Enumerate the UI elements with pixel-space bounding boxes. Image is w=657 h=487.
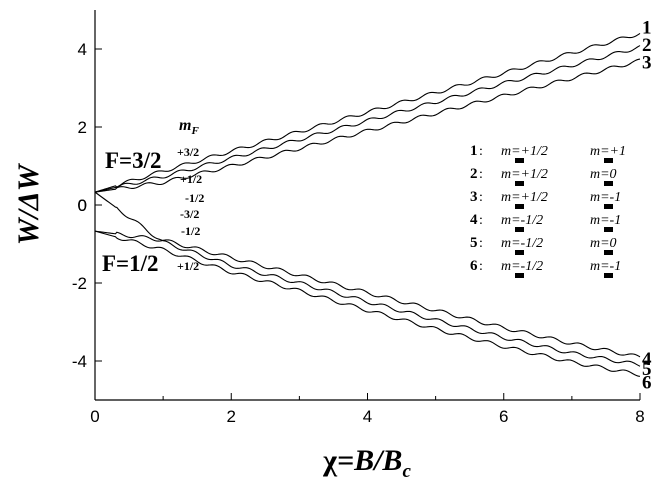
y-tick-label: 0 [78,196,87,215]
x-tick-label: 2 [227,407,236,426]
legend-colon: : [479,190,483,205]
curve-label-2: 2 [642,35,652,56]
legend-m-col2: m=0 [590,236,617,251]
legend-subscript-mark [604,204,613,209]
legend: 1: m=+1/2 m=+1 2: m=+1/2 m=0 3: m=+1/2 m=-1 4: m=-… [470,143,626,278]
mf-value-label: -1/2 [185,191,204,205]
legend-m-col1: m=+1/2 [501,144,548,159]
legend-m-col2: m=0 [590,167,617,182]
level-label-upper: F=3/2 [105,148,162,173]
curve-label-3: 3 [642,53,652,74]
legend-subscript-mark [515,227,524,232]
legend-subscript-mark [604,158,613,163]
legend-colon: : [479,144,483,159]
legend-colon: : [479,236,483,251]
legend-subscript-mark [604,181,613,186]
mf-value-label: -1/2 [181,224,200,238]
legend-subscript-mark [604,250,613,255]
curve-label-6: 6 [642,373,652,394]
mf-value-label: -3/2 [180,207,199,221]
series-line-1 [94,32,641,193]
curve-number-labels: 123 456 [642,17,652,393]
legend-subscript-mark [604,227,613,232]
y-tick-label: 0 [78,196,87,215]
legend-subscript-mark [515,204,524,209]
mf-value-label: +1/2 [177,259,199,273]
legend-m-col1: m=-1/2 [501,236,543,251]
legend-number-2: 2 [470,166,478,182]
mf-header: mF [179,117,199,137]
legend-number-4: 4 [470,212,478,228]
x-tick-label: 6 [499,407,508,426]
curve-label-5: 5 [642,359,652,380]
curve-label-1: 1 [642,17,652,38]
legend-number-5: 5 [470,235,478,251]
y-axis-title: W/ΔW [12,162,45,245]
x-tick-label: 0 [90,407,99,426]
legend-subscript-mark [604,273,613,278]
y-tick-label: -4 [72,352,87,371]
legend-colon: : [479,167,483,182]
legend-colon: : [479,259,483,274]
level-label-lower: F=1/2 [102,251,159,276]
x-tick-label: 4 [363,407,372,426]
legend-m-col2: m=-1 [590,259,621,274]
mf-value-label: +1/2 [180,172,202,186]
series-line-3 [94,58,641,193]
legend-m-col2: m=-1 [590,190,621,205]
curve-label-4: 4 [642,349,652,370]
legend-number-3: 3 [470,189,478,205]
curves [94,32,641,377]
legend-colon: : [479,213,483,228]
legend-m-col1: m=+1/2 [501,167,548,182]
axes [94,10,640,401]
series-line-5 [94,191,641,367]
legend-number-1: 1 [470,143,478,159]
mf-value-label: +3/2 [177,145,199,159]
legend-subscript-mark [515,273,524,278]
legend-m-col2: m=+1 [590,144,626,159]
series-line-6 [94,230,641,377]
axis-titles: χ=B/Bc W/ΔW [12,162,411,482]
series-line-2 [94,45,641,193]
legend-m-col1: m=+1/2 [501,190,548,205]
y-tick-label: 2 [78,118,87,137]
legend-m-col2: m=-1 [590,213,621,228]
x-tick-label: 8 [635,407,644,426]
annotations: F=3/2 F=1/2 mF +3/2 +1/2 -1/2 -3/2 -1/2 +1/2 [102,117,204,276]
legend-m-col1: m=-1/2 [501,259,543,274]
legend-number-6: 6 [470,258,478,274]
y-tick-label: -2 [72,274,87,293]
legend-m-col1: m=-1/2 [501,213,543,228]
legend-subscript-mark [515,250,524,255]
series-line-4 [94,230,641,358]
legend-subscript-mark [515,158,524,163]
x-axis-title: χ=B/Bc [322,444,411,482]
y-tick-label: 4 [78,40,87,59]
legend-subscript-mark [515,181,524,186]
